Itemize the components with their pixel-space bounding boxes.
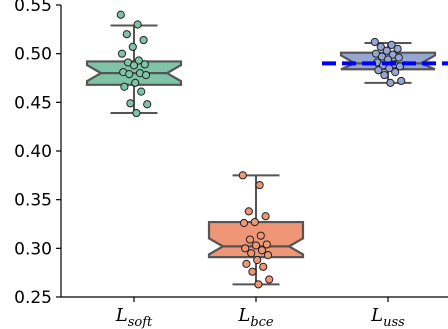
x-tick-label-sub: uss (383, 315, 405, 329)
data-point (391, 68, 400, 77)
data-point (254, 280, 263, 289)
boxes-layer (85, 10, 437, 289)
data-point (137, 87, 146, 96)
x-tick-label: Luss (370, 305, 405, 329)
data-point (256, 231, 265, 240)
data-point (263, 251, 273, 260)
data-point (257, 246, 267, 255)
data-point (133, 20, 142, 29)
data-point (129, 61, 139, 70)
data-point (382, 46, 391, 55)
data-point (143, 100, 152, 109)
x-tick-label-main: L (115, 305, 128, 326)
y-tick-label: 0.25 (14, 288, 52, 308)
data-point (116, 10, 125, 19)
data-point (265, 275, 274, 284)
box-soft (85, 10, 183, 118)
data-point (247, 249, 256, 258)
x-tick-label-main: L (370, 305, 383, 326)
data-point (242, 259, 251, 269)
data-point (397, 76, 406, 86)
x-tick-label: Lbce (237, 305, 274, 329)
box-bce (207, 171, 305, 289)
data-point (376, 42, 385, 51)
data-point (141, 70, 151, 80)
y-tick-label: 0.45 (14, 93, 52, 113)
data-point (131, 78, 140, 87)
x-tick-label: Lsoft (115, 305, 153, 329)
data-point (238, 171, 247, 180)
data-point (139, 35, 148, 45)
data-point (393, 44, 402, 53)
data-point (250, 217, 259, 227)
data-point (387, 40, 396, 50)
data-point (386, 78, 395, 87)
data-point (120, 82, 129, 91)
data-point (395, 62, 405, 71)
data-point (128, 42, 137, 51)
data-point (248, 267, 257, 276)
data-point (370, 37, 379, 47)
data-point (262, 240, 271, 249)
x-axis: Lsoft Lbce Luss (115, 297, 405, 329)
data-point (140, 60, 149, 69)
data-point (126, 99, 135, 108)
y-tick-label: 0.35 (14, 191, 52, 211)
data-point (125, 70, 134, 79)
data-point (253, 255, 262, 265)
data-point (251, 241, 261, 250)
box-body (207, 220, 305, 259)
y-tick-label: 0.50 (14, 45, 52, 65)
y-tick-label: 0.55 (14, 0, 52, 16)
data-point (259, 262, 268, 271)
y-axis: 0.25 0.30 0.35 0.40 0.45 0.50 0.55 (14, 0, 448, 308)
y-tick-label: 0.30 (14, 239, 52, 259)
data-point (380, 70, 389, 80)
data-point (132, 108, 141, 118)
data-point (394, 53, 403, 62)
x-tick-label-sub: bce (250, 315, 274, 329)
data-point (261, 212, 270, 221)
data-point (244, 207, 253, 216)
data-point (245, 235, 255, 244)
data-point (117, 49, 127, 58)
data-point (255, 180, 264, 190)
x-tick-label-sub: soft (128, 315, 153, 329)
y-tick-label: 0.40 (14, 142, 52, 162)
data-point (122, 30, 131, 39)
data-point (239, 218, 249, 228)
data-point (134, 56, 143, 65)
data-point (374, 66, 383, 75)
data-point (241, 244, 250, 253)
x-tick-label-main: L (237, 305, 250, 326)
